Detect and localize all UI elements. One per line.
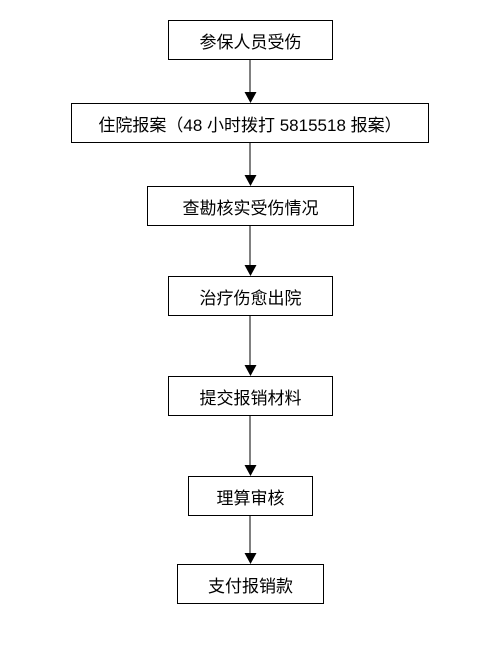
node-label: 参保人员受伤 [200, 28, 302, 53]
node-label: 理算审核 [217, 484, 285, 509]
flow-node-1: 参保人员受伤 [168, 20, 333, 60]
flow-node-5: 提交报销材料 [168, 376, 333, 416]
flow-node-4: 治疗伤愈出院 [168, 276, 333, 316]
flow-node-2: 住院报案（48 小时拨打 5815518 报案） [71, 103, 429, 143]
node-label: 查勘核实受伤情况 [183, 194, 319, 219]
flow-arrow [200, 143, 301, 186]
node-label: 提交报销材料 [200, 384, 302, 409]
flow-arrow [200, 516, 301, 564]
node-label: 支付报销款 [208, 572, 293, 597]
node-label: 治疗伤愈出院 [200, 284, 302, 309]
flow-node-6: 理算审核 [188, 476, 313, 516]
flowchart-container: 参保人员受伤 住院报案（48 小时拨打 5815518 报案） 查勘核实受伤情况… [0, 0, 500, 665]
flow-node-3: 查勘核实受伤情况 [147, 186, 354, 226]
flow-arrow [200, 60, 301, 103]
flow-arrow [200, 226, 301, 276]
flow-arrow [200, 316, 301, 376]
node-label: 住院报案（48 小时拨打 5815518 报案） [98, 111, 401, 136]
flow-node-7: 支付报销款 [177, 564, 324, 604]
flow-arrow [200, 416, 301, 476]
